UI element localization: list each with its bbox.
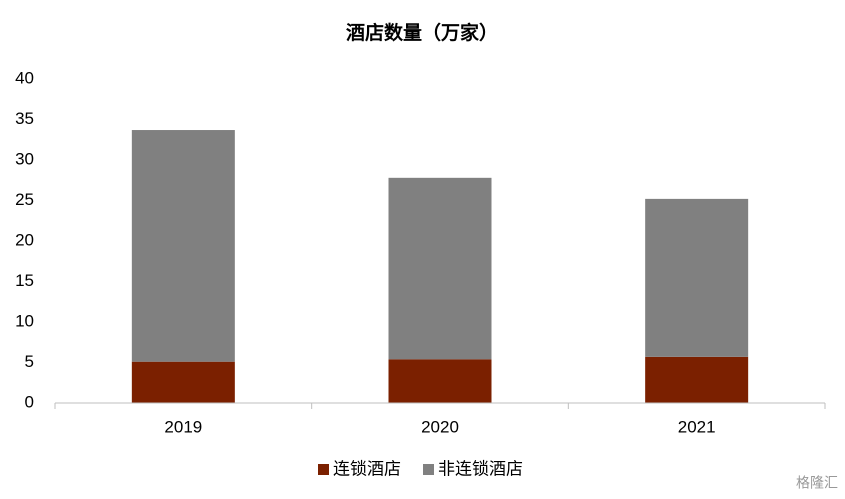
bar-segment	[388, 177, 492, 360]
chart-title: 酒店数量（万家）	[346, 21, 498, 44]
y-tick-label: 25	[15, 190, 34, 209]
bar-segment	[388, 359, 492, 403]
legend-swatch	[423, 464, 434, 475]
bar-segment	[645, 198, 749, 357]
y-tick-label: 15	[15, 271, 34, 290]
watermark: 格隆汇	[796, 475, 838, 491]
y-tick-label: 10	[15, 311, 34, 330]
x-tick-label: 2021	[678, 417, 716, 436]
y-tick-label: 35	[15, 109, 34, 128]
y-tick-label: 40	[15, 68, 34, 87]
legend-swatch	[318, 464, 329, 475]
y-tick-label: 5	[25, 352, 34, 371]
y-tick-label: 0	[25, 392, 34, 411]
bar-segment	[645, 356, 749, 403]
bar-segment	[131, 130, 235, 362]
x-tick-label: 2019	[164, 417, 202, 436]
y-tick-label: 20	[15, 230, 34, 249]
x-tick-label: 2020	[421, 417, 459, 436]
legend-label: 连锁酒店	[333, 459, 401, 478]
bar-segment	[131, 361, 235, 403]
legend-label: 非连锁酒店	[438, 459, 523, 478]
y-tick-label: 30	[15, 149, 34, 168]
